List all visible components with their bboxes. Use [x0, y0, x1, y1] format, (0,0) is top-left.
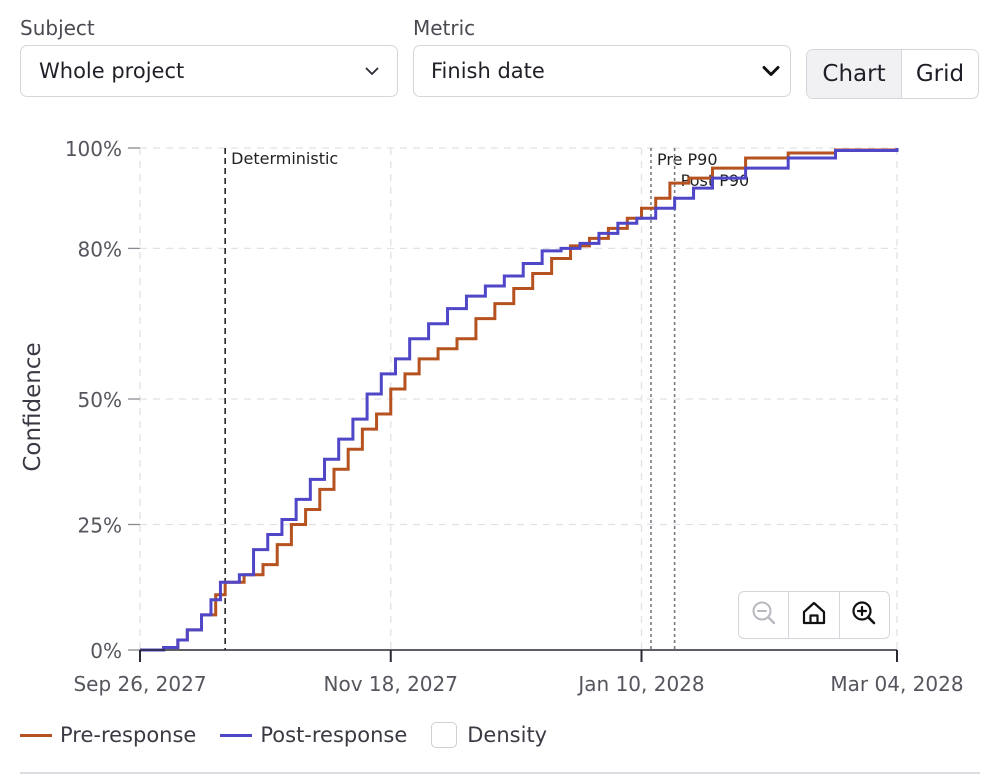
y-tick-label: 100%	[65, 137, 122, 161]
series-line-post-response	[140, 148, 899, 652]
view-toggle: Chart Grid	[806, 49, 979, 99]
marker-label: Post P90	[681, 171, 750, 190]
subject-select[interactable]: Whole project	[20, 45, 398, 97]
y-tick-label: 50%	[78, 388, 122, 412]
density-label: Density	[467, 723, 548, 747]
cdf-chart[interactable]: Deterministic Pre P90 Post P90 0% 25% 50% 80%…	[0, 110, 1000, 710]
zoom-in-icon	[850, 599, 878, 631]
chevron-down-icon	[760, 60, 782, 82]
subject-select-value: Whole project	[39, 59, 185, 83]
axes: 0% 25% 50% 80% 100% Sep 26, 2027 Nov 18, 2027 J…	[65, 137, 964, 696]
metric-select[interactable]: Finish date	[413, 45, 791, 97]
y-tick-label: 80%	[78, 237, 122, 261]
legend-swatch-post	[220, 733, 253, 737]
metric-select-value: Finish date	[431, 59, 545, 83]
legend-item-post[interactable]: Post-response	[220, 723, 407, 747]
legend-swatch-pre	[20, 733, 52, 737]
zoom-controls	[738, 591, 890, 639]
y-tick-label: 25%	[78, 514, 122, 538]
grid	[139, 147, 898, 651]
grid-view-button[interactable]: Grid	[915, 61, 965, 87]
marker-label: Deterministic	[231, 149, 338, 168]
home-icon	[800, 599, 828, 631]
density-toggle[interactable]: Density	[431, 722, 547, 748]
chart-view-button[interactable]: Chart	[807, 50, 902, 98]
reset-zoom-button[interactable]	[789, 592, 840, 638]
series	[140, 148, 899, 652]
x-tick-label: Mar 04, 2028	[830, 672, 963, 696]
density-checkbox[interactable]	[431, 722, 458, 748]
zoom-out-button[interactable]	[739, 592, 790, 638]
series-line-pre-response	[140, 148, 899, 652]
y-tick-label: 0%	[90, 639, 122, 663]
legend-label-pre: Pre-response	[60, 723, 197, 747]
x-tick-label: Nov 18, 2027	[324, 672, 458, 696]
chevron-down-icon	[363, 62, 381, 80]
zoom-in-button[interactable]	[840, 592, 889, 638]
divider	[20, 772, 980, 774]
legend-item-pre[interactable]: Pre-response	[20, 723, 196, 747]
metric-label: Metric	[413, 16, 476, 40]
zoom-out-icon	[750, 599, 778, 631]
marker-label: Pre P90	[657, 150, 718, 169]
x-tick-label: Sep 26, 2027	[73, 672, 206, 696]
x-tick-label: Jan 10, 2028	[576, 672, 704, 696]
subject-label: Subject	[20, 16, 95, 40]
reference-lines: Deterministic Pre P90 Post P90	[224, 148, 750, 650]
y-axis-label: Confidence	[20, 342, 46, 471]
legend: Pre-response Post-response Density	[20, 722, 571, 748]
legend-label-post: Post-response	[260, 723, 408, 747]
